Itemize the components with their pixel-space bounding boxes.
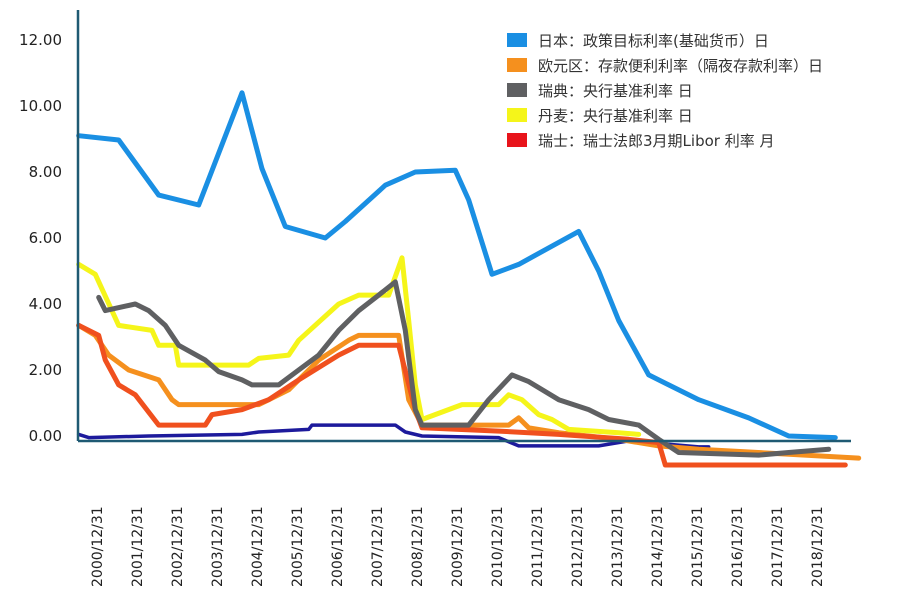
legend-label: 丹麦：央行基准利率 日 bbox=[538, 107, 693, 125]
y-axis-ticks: 12.00 10.00 8.00 6.00 4.00 2.00 0.00 bbox=[19, 31, 62, 445]
x-tick-label: 2012/12/31 bbox=[570, 506, 586, 587]
x-tick-label: 2003/12/31 bbox=[210, 506, 226, 587]
legend-swatch bbox=[507, 108, 527, 122]
y-tick-label: 10.00 bbox=[19, 97, 62, 115]
legend-swatch bbox=[507, 58, 527, 72]
x-tick-label: 2016/12/31 bbox=[730, 506, 746, 587]
series-line-2 bbox=[96, 279, 832, 458]
y-tick-label: 8.00 bbox=[29, 163, 62, 181]
x-axis-ticks: 2000/12/31 2001/12/31 2002/12/31 2003/12/31… bbox=[90, 506, 826, 587]
series-line-5 bbox=[76, 423, 711, 449]
series-line-0 bbox=[76, 90, 838, 441]
legend-label: 日本：政策目标利率(基础货币）日 bbox=[538, 32, 769, 50]
y-tick-label: 6.00 bbox=[29, 229, 62, 247]
x-tick-label: 2010/12/31 bbox=[490, 506, 506, 587]
x-tick-label: 2009/12/31 bbox=[450, 506, 466, 587]
x-tick-label: 2013/12/31 bbox=[610, 506, 626, 587]
legend: 日本：政策目标利率(基础货币）日欧元区：存款便利利率（隔夜存款利率）日瑞典：央行… bbox=[507, 32, 823, 150]
x-tick-label: 2018/12/31 bbox=[810, 506, 826, 587]
legend-label: 瑞典：央行基准利率 日 bbox=[538, 82, 693, 100]
y-tick-label: 12.00 bbox=[19, 31, 62, 49]
series-layer bbox=[76, 90, 862, 468]
legend-swatch bbox=[507, 33, 527, 47]
x-tick-label: 2000/12/31 bbox=[90, 506, 106, 587]
legend-swatch bbox=[507, 133, 527, 147]
legend-swatch bbox=[507, 83, 527, 97]
x-tick-label: 2017/12/31 bbox=[770, 506, 786, 587]
x-tick-label: 2002/12/31 bbox=[170, 506, 186, 587]
series-line-4 bbox=[76, 322, 848, 468]
legend-label: 欧元区：存款便利利率（隔夜存款利率）日 bbox=[538, 57, 823, 75]
x-tick-label: 2005/12/31 bbox=[290, 506, 306, 587]
x-tick-label: 2007/12/31 bbox=[370, 506, 386, 587]
legend-label: 瑞士：瑞士法郎3月期Libor 利率 月 bbox=[538, 132, 774, 150]
x-tick-label: 2015/12/31 bbox=[690, 506, 706, 587]
x-tick-label: 2011/12/31 bbox=[530, 506, 546, 587]
y-tick-label: 4.00 bbox=[29, 295, 62, 313]
series-line-3 bbox=[76, 255, 642, 437]
y-tick-label: 0.00 bbox=[29, 427, 62, 445]
x-tick-label: 2001/12/31 bbox=[130, 506, 146, 587]
x-tick-label: 2004/12/31 bbox=[250, 506, 266, 587]
x-tick-label: 2014/12/31 bbox=[650, 506, 666, 587]
y-tick-label: 2.00 bbox=[29, 361, 62, 379]
x-tick-label: 2008/12/31 bbox=[410, 506, 426, 587]
x-tick-label: 2006/12/31 bbox=[330, 506, 346, 587]
